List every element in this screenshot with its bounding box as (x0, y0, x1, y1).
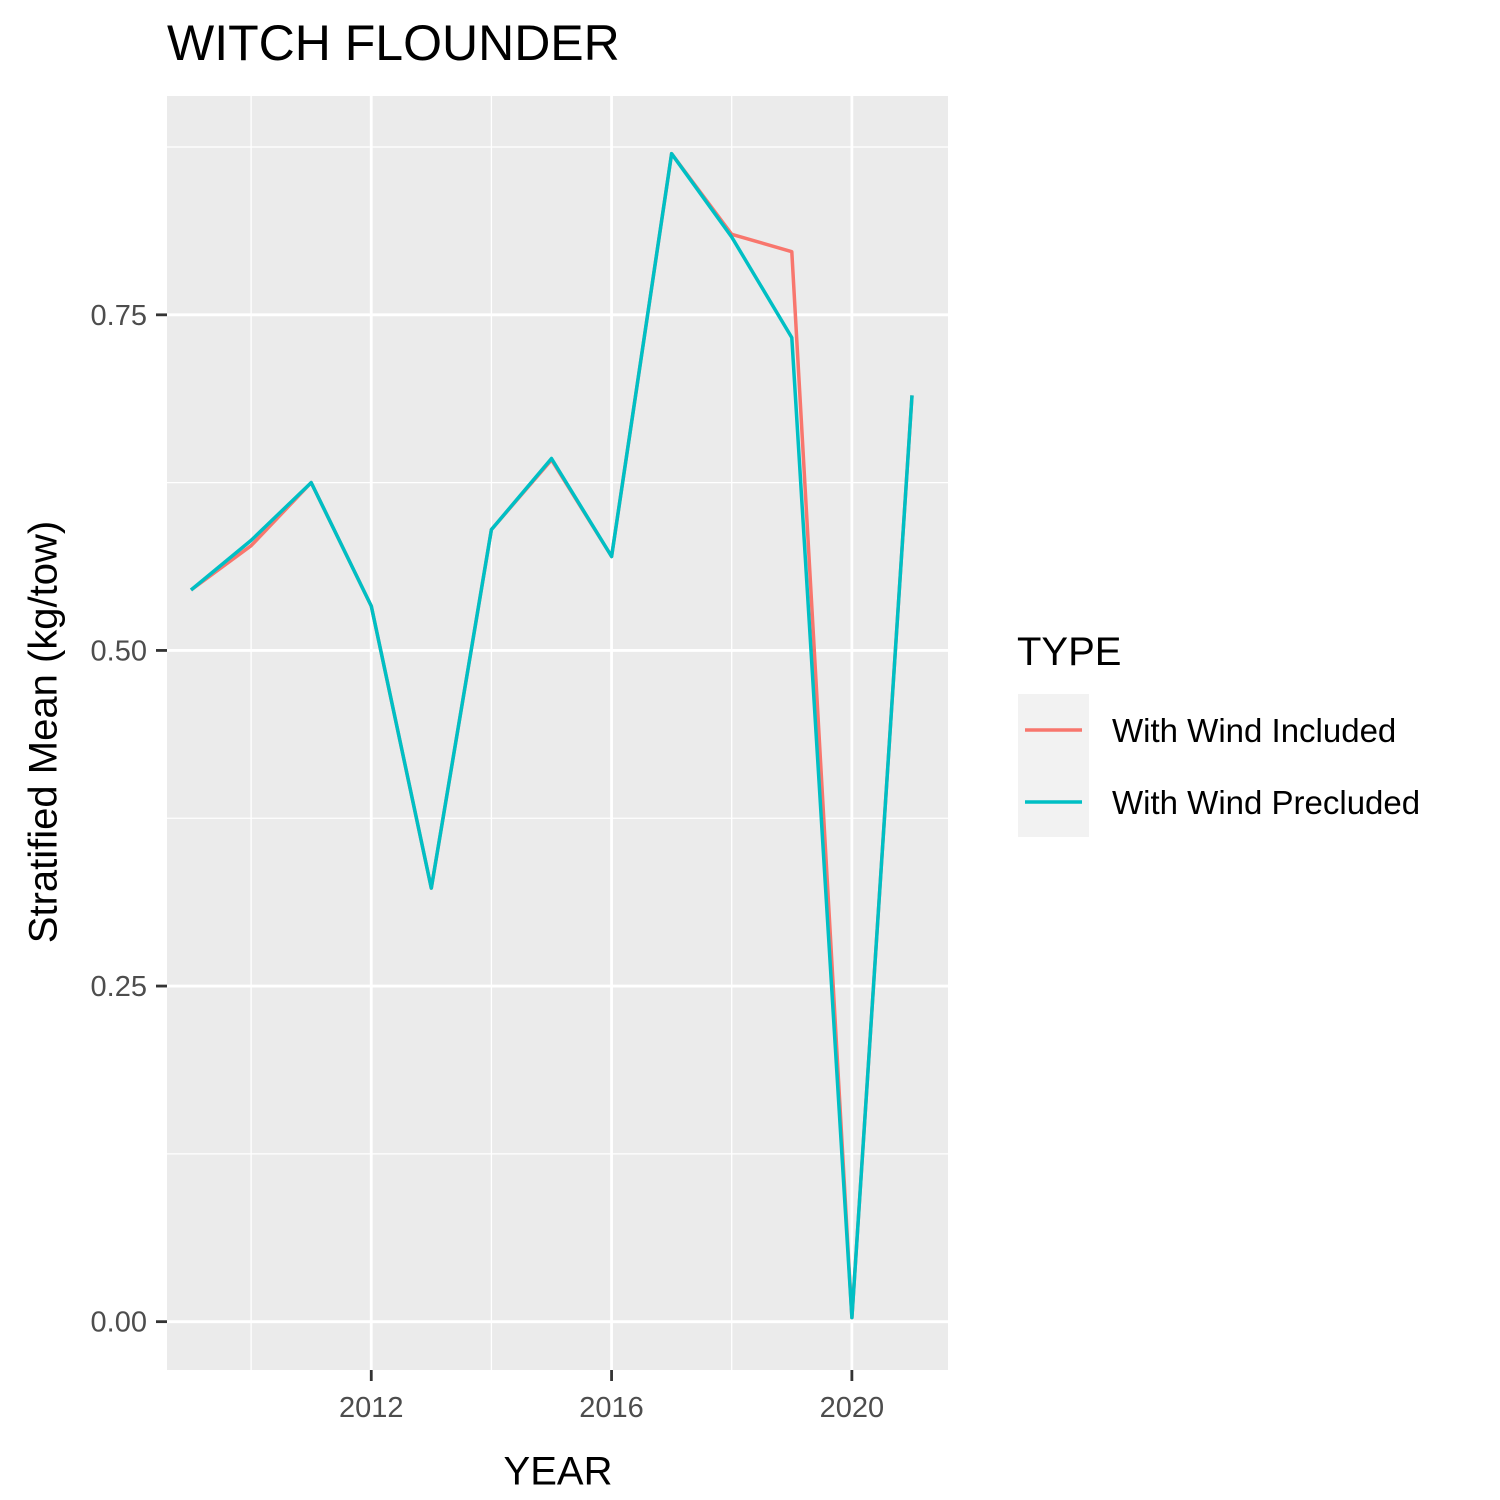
x-tick-label: 2016 (579, 1392, 644, 1424)
legend-label-with-wind-included: With Wind Included (1112, 712, 1397, 749)
plot-panel (167, 96, 948, 1370)
series-layer (189, 151, 914, 1320)
legend-key-background (1018, 694, 1089, 837)
major-gridlines (167, 96, 948, 1370)
y-tick-label: 0.00 (91, 1307, 147, 1339)
x-tick-label: 2012 (339, 1392, 404, 1424)
x-tick-label: 2020 (820, 1392, 885, 1424)
x-axis-label: YEAR (503, 1449, 613, 1494)
legend-title: TYPE (1017, 630, 1122, 674)
y-tick-label: 0.50 (91, 635, 147, 667)
minor-gridlines (167, 96, 948, 1370)
x-axis: 2012 2016 2020 (339, 1370, 884, 1424)
chart-title: WITCH FLOUNDER (167, 15, 620, 71)
legend-label-with-wind-precluded: With Wind Precluded (1112, 784, 1421, 821)
series-line-with-wind-precluded (189, 151, 914, 1320)
y-axis-label: Stratified Mean (kg/tow) (21, 520, 66, 944)
y-axis: 0.00 0.25 0.50 0.75 (91, 300, 167, 1339)
y-tick-label: 0.75 (91, 300, 147, 332)
y-tick-label: 0.25 (91, 971, 147, 1003)
